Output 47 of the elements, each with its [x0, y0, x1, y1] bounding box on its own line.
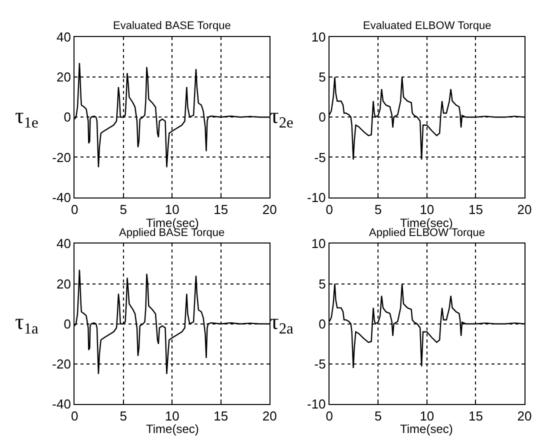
chart-title: Evaluated ELBOW Torque [363, 20, 492, 32]
x-axis-title: Time(sec) [146, 422, 199, 436]
y-tick-label: 5 [318, 276, 326, 292]
y-axis-title: τ$_{2a}$ [270, 309, 294, 338]
y-tick-label: 20 [56, 276, 71, 292]
x-tick-label: 15 [468, 202, 483, 217]
y-tick-label: -40 [52, 396, 71, 412]
y-tick-label: -5 [314, 356, 326, 372]
x-axis-title: Time(sec) [146, 216, 199, 230]
y-tick-label: 10 [311, 236, 326, 252]
x-tick-label: 5 [120, 202, 127, 217]
x-tick-label: 20 [262, 202, 277, 217]
y-tick-label: 5 [318, 70, 326, 85]
y-axis-title: τ$_{2e}$ [270, 103, 294, 132]
y-tick-label: 20 [56, 70, 71, 85]
y-tick-label: -40 [52, 190, 71, 205]
x-axis-title: Time(sec) [400, 422, 453, 436]
y-tick-label: 0 [64, 316, 71, 332]
y-tick-label: 0 [318, 110, 326, 125]
y-tick-label: 40 [56, 30, 71, 44]
x-tick-label: 20 [517, 408, 532, 424]
x-tick-label: 15 [214, 408, 228, 424]
y-axis-title: τ$_{1a}$ [15, 309, 39, 338]
x-tick-label: 5 [120, 408, 127, 424]
x-tick-label: 10 [164, 408, 180, 424]
y-tick-label: 40 [56, 236, 71, 252]
x-tick-label: 10 [164, 202, 180, 217]
chart-title: Applied BASE Torque [119, 227, 225, 239]
chart-title: Evaluated BASE Torque [113, 20, 231, 32]
x-tick-label: 5 [374, 202, 382, 217]
x-tick-label: 10 [420, 202, 434, 217]
y-tick-label: -5 [314, 150, 326, 165]
x-tick-label: 15 [468, 408, 483, 424]
y-tick-label: -10 [307, 396, 326, 412]
y-tick-label: 0 [64, 110, 71, 125]
x-tick-label: 20 [517, 202, 532, 217]
x-tick-label: 10 [420, 408, 434, 424]
y-tick-label: -20 [52, 356, 71, 372]
x-tick-label: 15 [214, 202, 228, 217]
x-axis-title: Time(sec) [400, 216, 453, 230]
x-tick-label: 20 [262, 408, 277, 424]
y-tick-label: 10 [311, 30, 326, 44]
x-tick-label: 5 [374, 408, 382, 424]
y-axis-title: τ$_{1e}$ [15, 103, 39, 132]
y-tick-label: 0 [318, 316, 326, 332]
y-tick-label: -10 [307, 190, 326, 205]
y-tick-label: -20 [52, 150, 71, 165]
